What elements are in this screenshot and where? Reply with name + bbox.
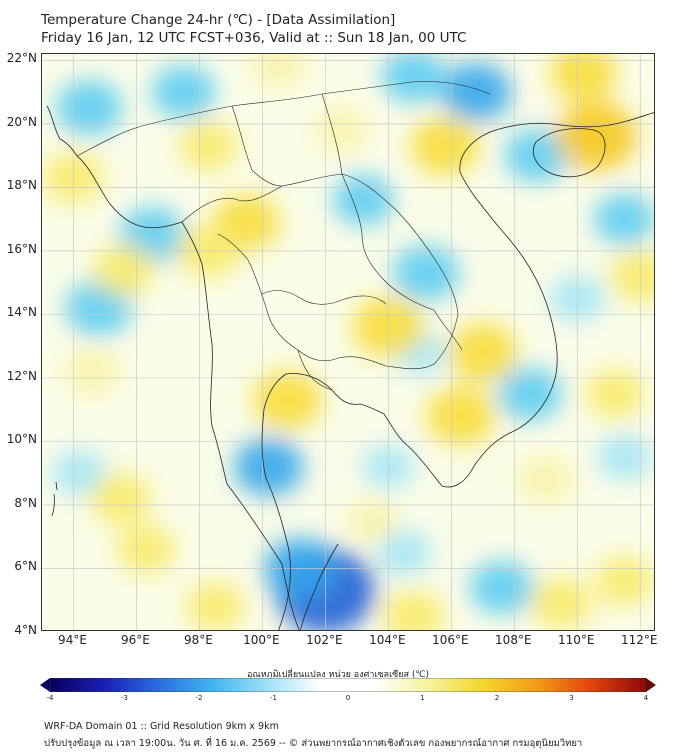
andaman-islands [51, 481, 58, 517]
cooling-anomaly-2 [233, 437, 304, 497]
warming-anomaly-21 [555, 102, 637, 171]
warming-anomaly-40 [64, 348, 121, 395]
lon-label: 94°E [58, 633, 87, 647]
cooling-anomaly-11 [504, 128, 569, 183]
lat-label: 20°N [6, 114, 37, 129]
lat-label: 10°N [6, 432, 37, 447]
warming-anomaly-39 [585, 369, 645, 419]
hainan-island [532, 128, 606, 178]
footer-model-info: WRF-DA Domain 01 :: Grid Resolution 9km … [44, 721, 279, 732]
colorbar-gradient [50, 678, 646, 692]
cooling-anomaly-13 [498, 366, 563, 421]
cooling-anomaly-19 [596, 433, 653, 481]
warming-anomaly-25 [252, 370, 323, 430]
warming-anomaly-22 [425, 386, 496, 446]
lat-label: 16°N [6, 241, 37, 256]
cooling-anomaly-12 [593, 193, 654, 245]
chart-title: Temperature Change 24-hr (℃) - [Data Ass… [41, 12, 396, 28]
lon-label: 112°E [621, 633, 658, 647]
cooling-anomaly-9 [392, 244, 460, 302]
borders-interior [181, 173, 463, 391]
lon-label: 98°E [183, 633, 213, 647]
chart-subtitle-valid-time: Friday 16 Jan, 12 UTC FCST+036, Valid at… [41, 30, 467, 46]
lat-label: 22°N [6, 51, 37, 66]
lat-label: 12°N [6, 368, 37, 383]
map-panel[interactable] [41, 53, 655, 631]
borders-north [76, 81, 491, 187]
cooling-anomaly-15 [469, 560, 534, 615]
warming-anomaly-45 [347, 499, 398, 542]
colorbar-tick-label: -3 [121, 694, 128, 702]
footer-credits: ปรับปรุงข้อมูล ณ เวลา 19:00น. วัน ศ. ที่… [44, 738, 583, 749]
lon-label: 104°E [369, 633, 406, 647]
lon-label: 96°E [121, 633, 150, 647]
lon-label: 110°E [558, 633, 595, 647]
colorbar-extend-high [646, 678, 656, 692]
colorbar-tick-label: 3 [569, 694, 574, 702]
warming-anomaly-29 [550, 54, 617, 102]
coastline-gulf-of-thailand [261, 373, 385, 630]
coastlines-and-borders [46, 81, 654, 630]
colorbar-tick-label: -4 [46, 694, 54, 702]
lat-label: 14°N [6, 305, 37, 320]
lat-label: 8°N [14, 495, 37, 510]
colorbar-tick-label: 4 [643, 694, 649, 702]
warming-anomaly-34 [185, 582, 245, 630]
warming-anomaly-38 [609, 250, 654, 303]
colorbar-tick-label: 1 [420, 694, 425, 702]
lon-label: 106°E [432, 633, 469, 647]
colorbar-tick-label: -2 [195, 694, 203, 702]
colorbar-tick-label: 2 [494, 694, 500, 702]
warming-anomaly-37 [595, 556, 654, 606]
warming-anomaly-41 [179, 121, 239, 171]
warming-anomaly-32 [90, 472, 152, 525]
warming-anomaly-44 [314, 108, 368, 153]
colorbar-title: อุณหภูมิเปลี่ยนแปลง หน่วย องศาเซลเซียส (… [246, 670, 430, 680]
lat-label: 18°N [6, 178, 37, 193]
temperature-change-map [42, 54, 654, 630]
colorbar [40, 678, 656, 692]
cooling-anomaly-17 [51, 449, 108, 497]
warming-anomaly-33 [116, 524, 176, 575]
cooling-anomaly-8 [381, 54, 446, 104]
warming-anomaly-42 [517, 456, 574, 503]
warming-anomaly-24 [448, 323, 518, 382]
lon-label: 108°E [495, 633, 532, 647]
coastline-peninsular-malaysia-east [300, 543, 339, 630]
colorbar-tick-label: 0 [345, 694, 351, 702]
cooling-anomaly-5 [55, 79, 123, 137]
cooling-anomaly-7 [441, 62, 512, 122]
coastline-indochina-east [383, 112, 654, 488]
warming-anomaly-28 [410, 116, 480, 176]
colorbar-extend-low [40, 678, 50, 692]
lat-label: 6°N [14, 559, 37, 574]
warming-anomaly-36 [530, 577, 593, 630]
warming-anomaly-30 [93, 244, 155, 296]
lon-label: 100°E [243, 633, 280, 647]
colorbar-tick-label: -1 [270, 694, 277, 702]
cooling-anomaly-18 [376, 529, 432, 577]
warming-anomaly-43 [250, 54, 306, 87]
coastline-west-mainland [46, 105, 300, 630]
lat-label: 4°N [14, 623, 37, 637]
lon-label: 102°E [306, 633, 343, 647]
warming-anomaly-35 [382, 590, 445, 630]
